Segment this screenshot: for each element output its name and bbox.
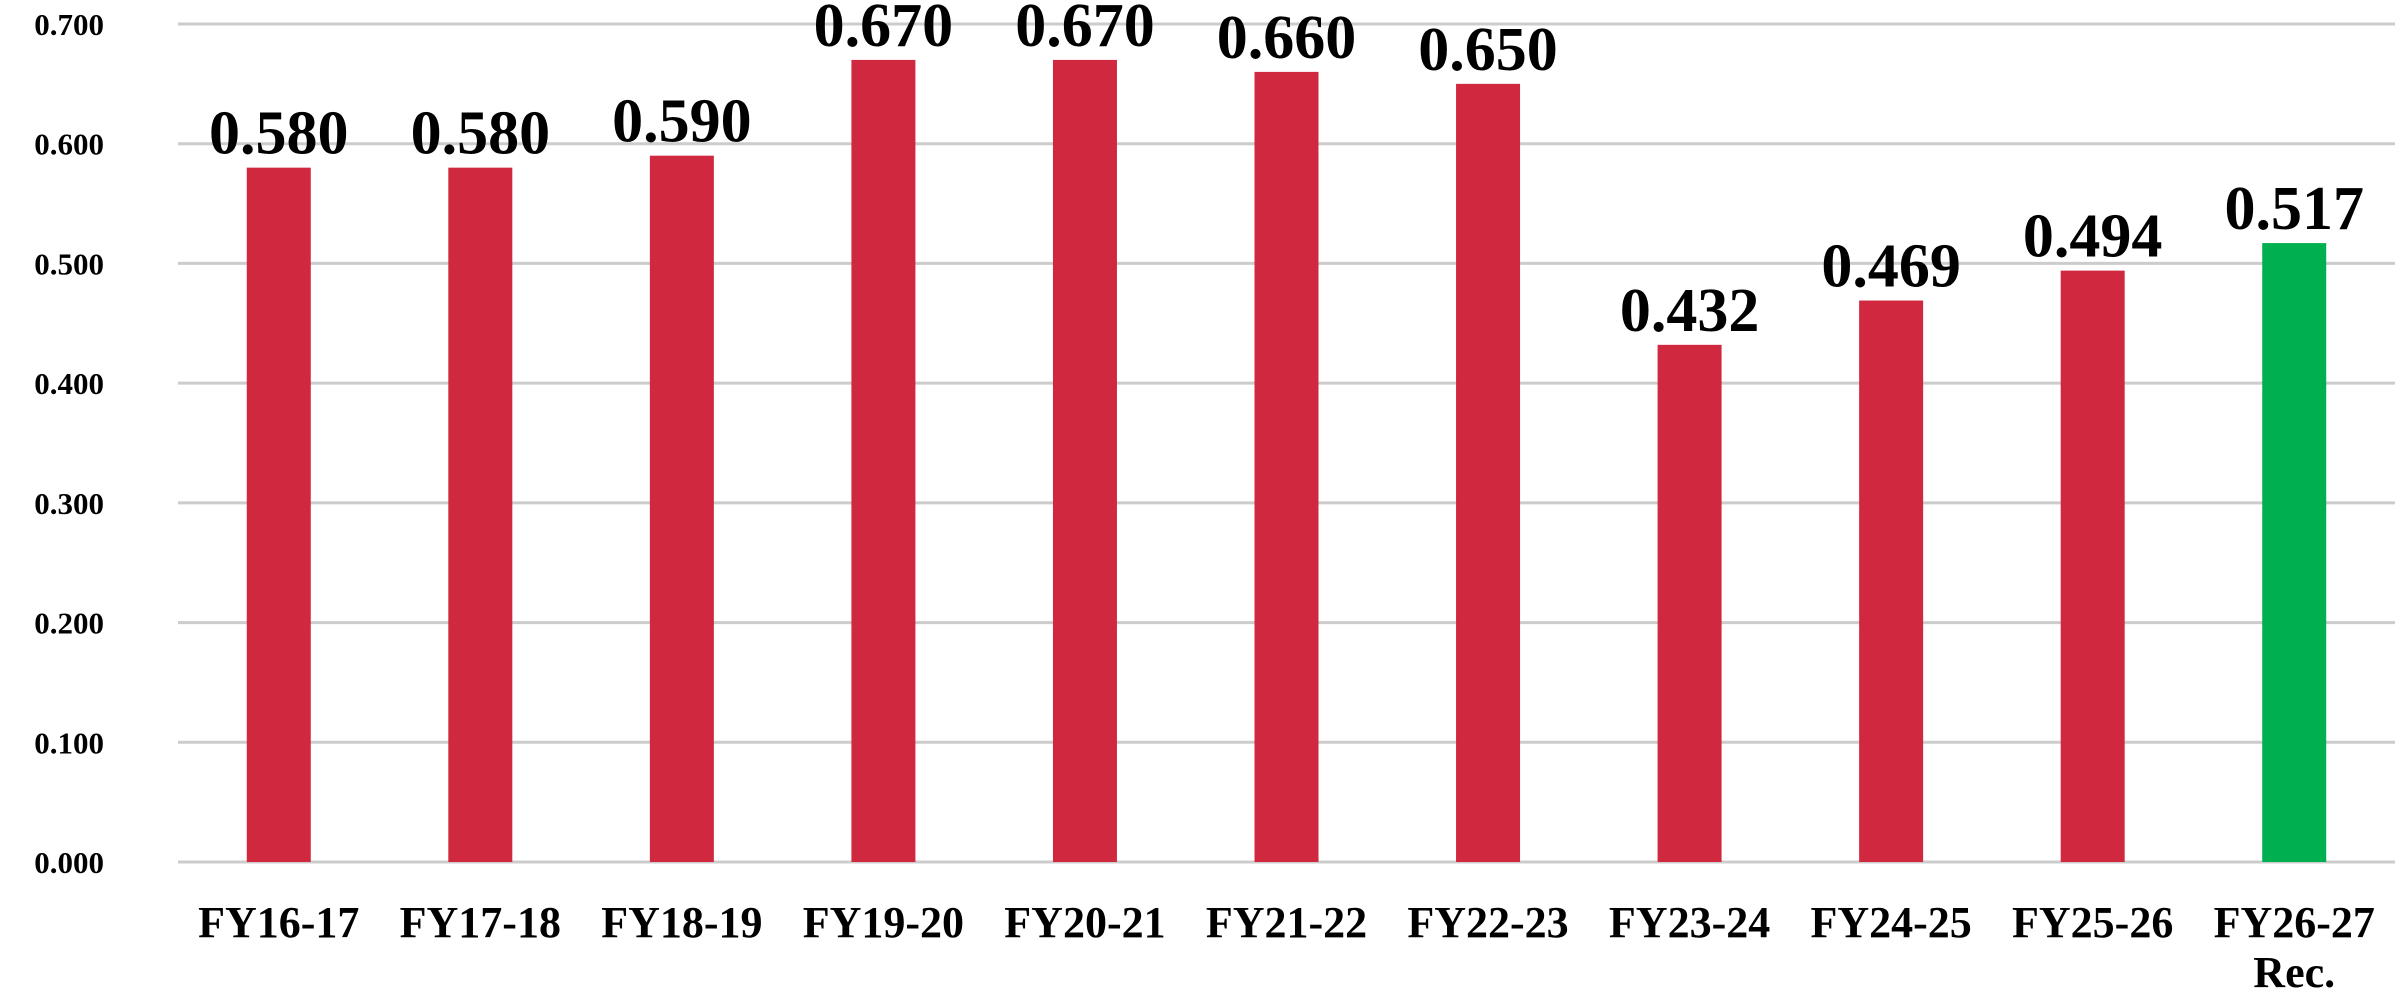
y-tick-label: 0.200 xyxy=(34,606,104,641)
y-axis-tick-labels: 0.000 0.100 0.200 0.300 0.400 0.500 0.600 0.700 xyxy=(34,7,104,880)
x-category-label: FY18-19 xyxy=(601,898,762,947)
bar xyxy=(246,167,311,862)
data-label: 0.670 xyxy=(814,0,954,60)
y-tick-label: 0.300 xyxy=(34,486,104,521)
y-tick-label: 0.000 xyxy=(34,845,104,880)
x-category-label: FY22-23 xyxy=(1407,898,1568,947)
x-category-label: FY26-27 Rec. xyxy=(2214,898,2375,997)
bar xyxy=(2262,243,2327,862)
bar xyxy=(2060,270,2125,862)
data-label: 0.469 xyxy=(1821,233,1961,301)
x-category-label: FY24-25 xyxy=(1810,898,1971,947)
x-category-label: FY19-20 xyxy=(803,898,964,947)
y-tick-label: 0.500 xyxy=(34,246,104,281)
data-label: 0.432 xyxy=(1620,277,1760,345)
data-labels: 0.580 0.580 0.590 0.670 0.670 0.660 0.650 0.432… xyxy=(209,0,2364,345)
y-tick-label: 0.100 xyxy=(34,725,104,760)
y-tick-label: 0.700 xyxy=(34,7,104,42)
data-label: 0.650 xyxy=(1418,16,1558,84)
x-category-label: FY16-17 xyxy=(198,898,359,947)
data-label: 0.517 xyxy=(2224,175,2364,243)
bar xyxy=(1254,71,1319,862)
data-label: 0.580 xyxy=(209,100,349,168)
x-axis-category-labels: FY16-17 FY17-18 FY18-19 FY19-20 FY20-21 FY21-… xyxy=(198,898,2375,997)
y-tick-label: 0.600 xyxy=(34,127,104,162)
data-label: 0.590 xyxy=(612,88,752,156)
data-label: 0.580 xyxy=(411,100,551,168)
x-category-label: FY21-22 xyxy=(1206,898,1367,947)
x-category-label: FY20-21 xyxy=(1004,898,1165,947)
bar xyxy=(649,155,714,862)
bar xyxy=(1456,83,1521,863)
bar xyxy=(851,59,916,862)
x-category-label: FY17-18 xyxy=(400,898,561,947)
data-label: 0.660 xyxy=(1217,4,1357,72)
x-category-label: FY25-26 xyxy=(2012,898,2173,947)
bar xyxy=(1657,344,1722,862)
y-tick-label: 0.400 xyxy=(34,366,104,401)
x-category-label: FY23-24 xyxy=(1609,898,1770,947)
data-label: 0.494 xyxy=(2023,203,2163,271)
data-label: 0.670 xyxy=(1015,0,1155,60)
bars xyxy=(246,59,2327,863)
bar xyxy=(1052,59,1117,862)
bar xyxy=(448,167,513,862)
bar xyxy=(1859,300,1924,862)
